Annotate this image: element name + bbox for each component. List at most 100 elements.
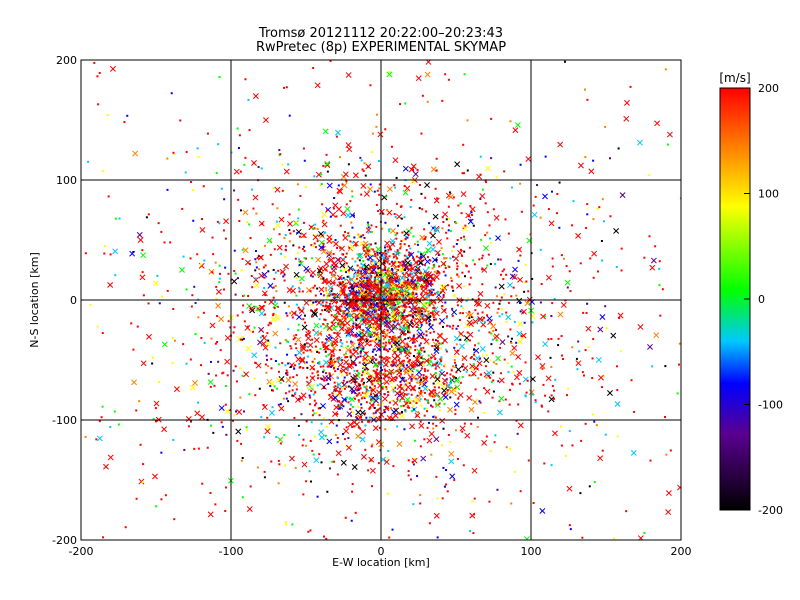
scatter-point — [329, 215, 332, 218]
scatter-point — [194, 333, 197, 336]
scatter-point — [399, 288, 402, 291]
scatter-point — [423, 391, 426, 394]
scatter-point — [356, 295, 359, 298]
scatter-point — [362, 260, 365, 263]
scatter-point — [479, 173, 482, 176]
scatter-point-x — [610, 332, 617, 339]
scatter-point — [442, 295, 445, 298]
scatter-point — [454, 364, 457, 367]
scatter-point-x — [453, 401, 460, 408]
scatter-point — [354, 282, 357, 285]
scatter-point-x — [485, 165, 492, 172]
scatter-point — [336, 377, 339, 380]
scatter-point — [311, 244, 314, 247]
scatter-point — [358, 330, 361, 333]
scatter-point — [463, 235, 466, 238]
scatter-point — [557, 344, 560, 347]
scatter-point — [389, 248, 392, 251]
scatter-point — [322, 300, 325, 303]
scatter-point — [519, 163, 522, 166]
scatter-point — [553, 397, 556, 400]
scatter-point — [342, 234, 345, 237]
scatter-point — [389, 281, 392, 284]
scatter-point — [383, 246, 386, 249]
scatter-point — [366, 338, 369, 341]
scatter-point — [399, 311, 402, 314]
scatter-point-x — [535, 354, 541, 361]
scatter-point-x — [548, 220, 555, 227]
scatter-point-x — [299, 356, 306, 363]
scatter-point — [418, 310, 421, 313]
scatter-point — [362, 169, 365, 172]
scatter-point — [390, 363, 393, 366]
scatter-point — [369, 343, 372, 346]
scatter-point-x — [499, 339, 506, 346]
scatter-point — [365, 401, 368, 404]
scatter-point — [348, 380, 351, 383]
scatter-point-x — [325, 335, 332, 342]
scatter-point — [677, 363, 680, 366]
scatter-point — [288, 228, 291, 231]
scatter-point-x — [393, 250, 400, 257]
scatter-point — [423, 310, 426, 313]
scatter-point — [618, 316, 621, 319]
scatter-point — [479, 401, 482, 404]
scatter-point-x — [363, 250, 370, 256]
scatter-point-x — [316, 330, 323, 337]
scatter-point-x — [334, 305, 341, 312]
scatter-point — [391, 267, 394, 270]
scatter-point — [418, 352, 421, 355]
scatter-point — [476, 425, 479, 428]
scatter-point — [409, 352, 412, 355]
scatter-point — [374, 353, 377, 356]
scatter-point — [289, 365, 292, 368]
scatter-point — [299, 235, 302, 238]
scatter-point-x — [423, 357, 430, 364]
scatter-point — [239, 338, 242, 341]
scatter-point — [440, 360, 443, 363]
scatter-point — [351, 341, 354, 344]
scatter-point — [117, 423, 120, 426]
scatter-point — [215, 297, 218, 300]
scatter-point — [402, 272, 405, 275]
scatter-point — [401, 291, 404, 294]
scatter-point — [299, 281, 302, 284]
scatter-point — [503, 293, 506, 296]
scatter-point — [343, 387, 346, 390]
scatter-point — [360, 403, 363, 406]
scatter-point — [382, 334, 385, 337]
scatter-point — [360, 302, 363, 305]
scatter-point — [336, 360, 339, 363]
scatter-point — [396, 224, 399, 227]
scatter-point — [327, 311, 330, 314]
scatter-point-x — [460, 191, 467, 198]
scatter-point — [509, 328, 512, 331]
scatter-point — [351, 257, 354, 260]
scatter-point — [403, 310, 406, 313]
scatter-point — [363, 321, 366, 324]
scatter-point — [405, 315, 408, 318]
scatter-point — [279, 438, 282, 441]
scatter-point — [542, 383, 545, 386]
scatter-point — [332, 257, 335, 260]
scatter-point — [411, 268, 414, 271]
scatter-point — [562, 257, 565, 260]
scatter-point — [163, 241, 166, 244]
scatter-point — [413, 334, 416, 337]
scatter-point — [497, 258, 500, 261]
scatter-point — [388, 255, 391, 258]
scatter-point — [408, 382, 411, 385]
scatter-point-x — [454, 161, 461, 168]
scatter-point-x — [404, 396, 411, 403]
scatter-point — [582, 311, 585, 314]
scatter-point — [384, 128, 387, 131]
scatter-point — [568, 270, 571, 273]
scatter-point — [139, 443, 142, 446]
scatter-point — [382, 269, 385, 272]
scatter-point — [402, 359, 405, 362]
scatter-point — [428, 289, 431, 292]
scatter-point — [338, 349, 341, 352]
scatter-point-x — [251, 352, 258, 359]
scatter-point-x — [424, 71, 431, 78]
scatter-point — [101, 536, 104, 539]
